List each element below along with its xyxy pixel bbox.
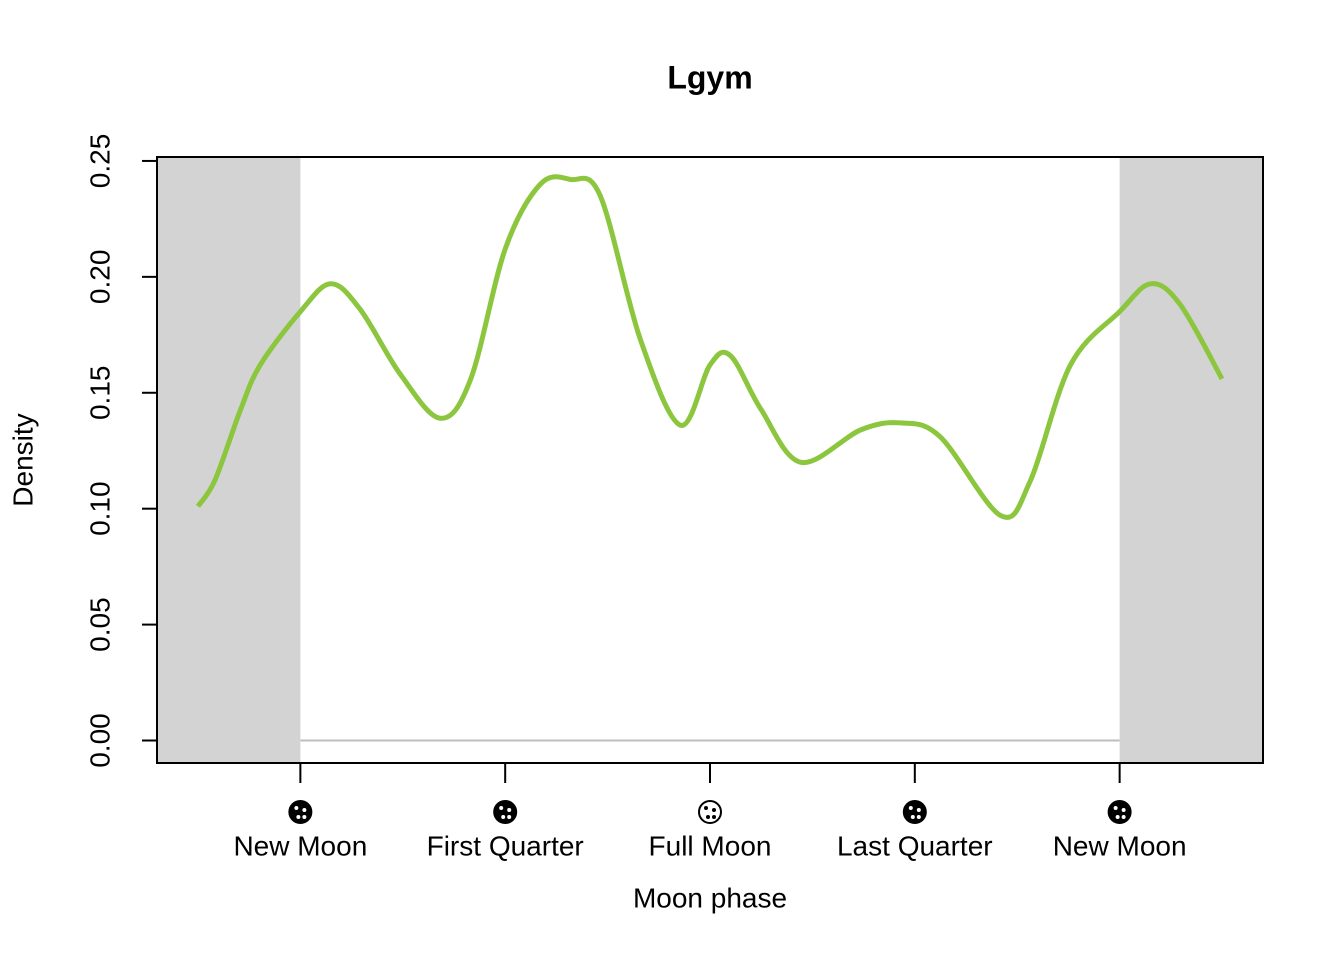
plot-frame — [156, 156, 1264, 764]
moon-crater — [916, 815, 921, 819]
moon-crater — [706, 815, 710, 819]
density-line — [195, 174, 1225, 520]
shade — [1119, 157, 1263, 763]
moon-icon — [1107, 800, 1132, 824]
x-tick-label: First Quarter — [427, 830, 584, 861]
y-tick-label: 0.00 — [84, 713, 115, 768]
moon-crater — [1113, 806, 1118, 810]
x-axis-label: Moon phase — [633, 882, 787, 913]
shade — [157, 157, 301, 763]
y-tick-label: 0.15 — [84, 366, 115, 421]
y-tick-label: 0.10 — [84, 481, 115, 536]
moon-crater — [501, 815, 506, 819]
moon-crater — [916, 808, 921, 812]
moon-crater — [910, 815, 915, 819]
moon-crater — [1121, 808, 1126, 812]
moon-crater — [302, 815, 307, 819]
moon-crater — [908, 806, 913, 810]
x-tick-label: Full Moon — [649, 830, 772, 861]
moon-icon — [288, 800, 313, 824]
y-tick-label: 0.20 — [84, 250, 115, 305]
moon-crater — [507, 815, 512, 819]
y-tick-label: 0.05 — [84, 597, 115, 652]
moon-icon — [493, 800, 518, 824]
moon-crater — [294, 806, 299, 810]
chart-title: Lgym — [667, 59, 752, 95]
moon-crater — [499, 806, 504, 810]
moon-crater — [296, 815, 301, 819]
moon-icon — [698, 800, 722, 824]
y-tick-label: 0.25 — [84, 134, 115, 189]
moon-crater — [507, 808, 512, 812]
moon-crater — [1115, 815, 1120, 819]
moon-crater — [712, 815, 716, 819]
moon-crater — [712, 808, 716, 812]
moon-crater — [704, 806, 708, 810]
moon-crater — [1121, 815, 1126, 819]
y-axis-label: Density — [7, 413, 38, 506]
x-tick-label: Last Quarter — [837, 830, 993, 861]
moon-crater — [302, 808, 307, 812]
moon-icon — [902, 800, 927, 824]
x-tick-label: New Moon — [1053, 830, 1187, 861]
x-tick-label: New Moon — [233, 830, 367, 861]
